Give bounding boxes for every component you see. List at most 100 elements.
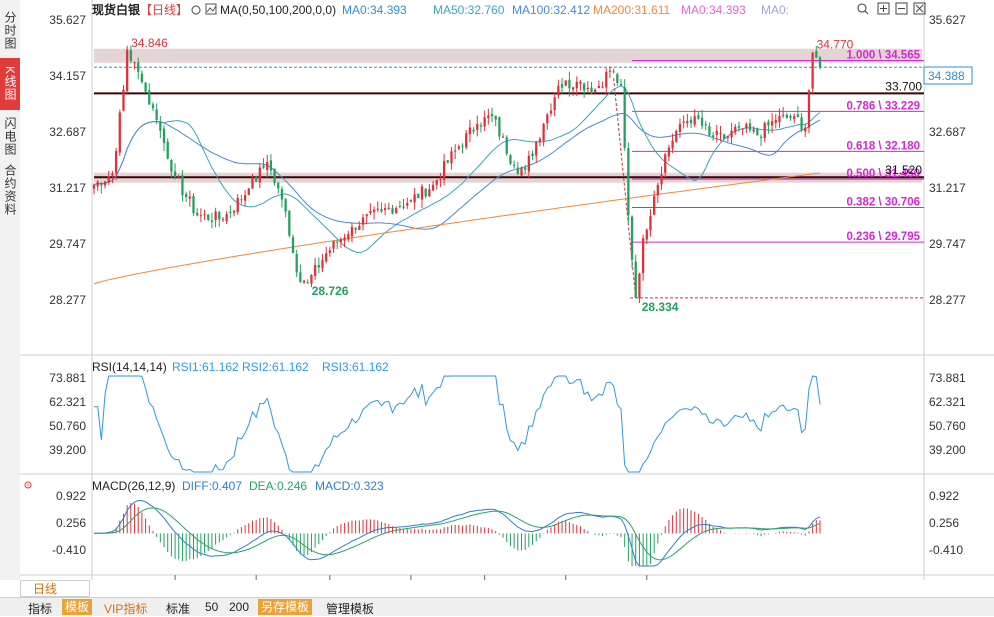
candle-body	[192, 196, 195, 214]
candle-body	[693, 116, 696, 125]
manage-template-button[interactable]: 管理模板	[326, 602, 375, 616]
candle-body	[759, 136, 763, 138]
rsi-tick-right: 73.881	[929, 371, 966, 385]
candle-body	[538, 139, 542, 143]
candle-body	[258, 167, 261, 183]
price-tick-right: 32.687	[929, 125, 966, 139]
candle-body	[369, 210, 372, 213]
candle-body	[686, 121, 689, 124]
settings-icon[interactable]	[191, 5, 201, 15]
candle-body	[100, 182, 103, 186]
rsi-tick-right: 39.200	[929, 443, 966, 457]
candle-body	[697, 115, 700, 119]
candle-body	[472, 129, 475, 132]
macd-tick-left: 0.922	[56, 489, 86, 503]
candle-body	[428, 189, 431, 197]
kline-chart-area[interactable]: 现货白银 【日线】 MA(0,50,100,200,0,0) MA0:34.39…	[20, 0, 994, 580]
macd-legend-item: DEA:0.246	[249, 479, 307, 493]
chart-type-icon[interactable]	[205, 3, 217, 15]
candle-body	[579, 81, 582, 84]
tab-kline-chart[interactable]: K线图	[0, 58, 20, 110]
candle-body	[450, 151, 453, 164]
candle-body	[763, 122, 766, 139]
candle-body	[343, 237, 346, 241]
candle-body	[372, 209, 376, 212]
candle-body	[494, 115, 497, 120]
rsi-axis: 73.881 73.881 62.321 62.321 50.760 50.760 39.2…	[49, 371, 966, 457]
search-icon[interactable]	[857, 3, 869, 15]
tab-contract-info[interactable]: 合约资料	[3, 164, 17, 216]
candle-body	[553, 97, 556, 110]
candle-body	[660, 174, 663, 185]
candle-body	[313, 265, 317, 276]
candle-body	[490, 114, 494, 117]
candle-body	[409, 200, 413, 202]
ma-legend: MA0:34.393 MA50:32.760 MA100:32.412 MA200:3…	[342, 3, 789, 17]
candle-body	[358, 225, 361, 231]
candle-body	[708, 126, 711, 136]
tab-flash-chart[interactable]: 闪电图	[3, 116, 17, 156]
ma50-button[interactable]: 50	[205, 600, 219, 614]
macd-diff-line	[93, 499, 821, 567]
ma200-button[interactable]: 200	[229, 600, 250, 614]
macd-dea-line	[93, 507, 821, 561]
minus-icon[interactable]	[895, 2, 908, 15]
macd-settings-icon[interactable]	[24, 481, 32, 489]
rsi-tick-left: 62.321	[49, 395, 86, 409]
candle-body	[166, 141, 169, 159]
candle-body	[671, 140, 674, 149]
candle-body	[583, 83, 586, 91]
candle-body	[310, 275, 313, 284]
candle-body	[726, 136, 730, 138]
candle-body	[509, 155, 512, 164]
candle-body	[173, 171, 177, 178]
close-icon[interactable]	[913, 2, 926, 15]
indicator-button[interactable]: 指标	[28, 602, 53, 616]
candle-body	[196, 212, 199, 216]
vip-indicator-button[interactable]: VIP指标	[104, 602, 148, 616]
time-axis: 2024/112024/122025/012025/022025/032025/…	[174, 575, 648, 580]
candle-body	[549, 110, 553, 114]
candle-body	[575, 81, 578, 89]
candle-body	[634, 261, 637, 298]
candle-body	[752, 129, 755, 132]
candle-body	[586, 87, 589, 90]
candle-body	[468, 127, 472, 135]
candle-body	[782, 114, 785, 116]
macd-title: MACD(26,12,9)	[92, 479, 175, 493]
candle-body	[767, 121, 770, 126]
ma-legend-item: MA0:	[761, 3, 789, 17]
candle-body	[800, 117, 803, 130]
support-label: 31.520	[885, 163, 922, 177]
plus-icon[interactable]	[877, 2, 890, 15]
template-button[interactable]: 模板	[62, 599, 93, 615]
macd-tick-left: 0.256	[56, 516, 86, 530]
rsi-tick-left: 73.881	[49, 371, 86, 385]
rsi-line	[94, 375, 821, 473]
ma-params-label: MA(0,50,100,200,0,0)	[220, 3, 336, 17]
candle-body	[129, 50, 132, 61]
candle-body	[277, 182, 280, 189]
candle-body	[641, 238, 645, 273]
period-tag: 【日线】	[140, 3, 188, 17]
candle-body	[741, 128, 744, 130]
candle-body	[745, 124, 748, 129]
ma-legend-item: MA50:32.760	[433, 3, 505, 17]
candle-body	[487, 115, 490, 119]
save-template-button[interactable]: 另存模板	[258, 599, 313, 615]
candle-body	[380, 209, 383, 212]
candle-body	[483, 117, 486, 127]
candle-body	[137, 62, 140, 72]
fib-label: 0.786 \ 33.229	[846, 100, 920, 112]
candle-body	[398, 205, 402, 207]
candle-body	[155, 109, 158, 121]
standard-button[interactable]: 标准	[166, 602, 191, 616]
candle-body	[457, 146, 460, 149]
rsi-tick-left: 50.760	[49, 419, 86, 433]
period-selector[interactable]: 日线	[20, 580, 90, 597]
tab-time-chart[interactable]: 分时图	[3, 10, 17, 50]
candle-body	[619, 83, 623, 86]
candle-body	[682, 121, 685, 123]
candle-body	[420, 186, 424, 200]
candle-body	[778, 115, 781, 123]
